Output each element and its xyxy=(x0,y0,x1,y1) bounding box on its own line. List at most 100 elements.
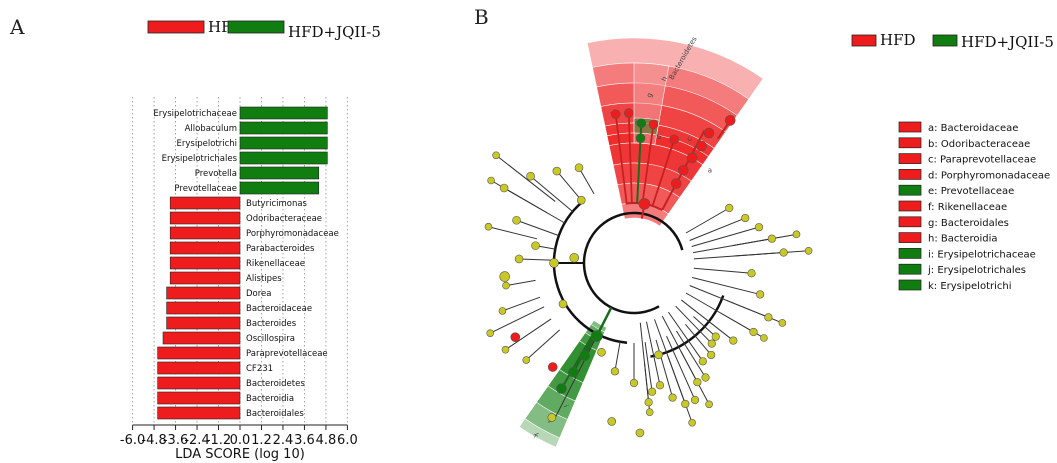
legend-b-jqii-label: HFD+JQII-5 xyxy=(961,33,1054,51)
clade-node xyxy=(576,195,586,205)
lda-bar xyxy=(166,316,241,330)
branch-ray xyxy=(614,114,628,204)
x-tick-label: 6.0 xyxy=(337,433,358,448)
clade-key: a: Bacteroidaceae b: Odoribacteraceae c: P… xyxy=(898,121,1050,292)
clade-node xyxy=(747,269,756,278)
branch-ray xyxy=(675,305,713,344)
branch-ray xyxy=(554,335,598,420)
clade-node xyxy=(778,319,787,327)
clade-node xyxy=(696,140,707,152)
lda-bars: Erysipelotrichaceae Allobaculum Erysipelot… xyxy=(153,106,339,420)
clade-node xyxy=(492,151,500,160)
clade-node xyxy=(556,383,567,394)
clade-node xyxy=(756,290,765,299)
lda-bar-label: Odoribacteraceae xyxy=(246,214,322,224)
clade-key-swatch xyxy=(898,279,922,291)
clade-node xyxy=(568,367,579,378)
panel-a-legend: HFD HFD+JQII-5 xyxy=(147,18,381,41)
clade-node xyxy=(741,213,750,223)
clade-node xyxy=(502,281,510,290)
legend-jqii-label: HFD+JQII-5 xyxy=(288,23,381,41)
panel-b-legend: HFD HFD+JQII-5 xyxy=(851,31,1054,51)
clade-node xyxy=(648,119,659,130)
clade-key-swatch xyxy=(898,153,922,164)
branch-ray xyxy=(627,113,633,204)
x-tick-label: -4.8 xyxy=(141,433,166,448)
lda-bar xyxy=(239,166,320,180)
clade-node xyxy=(670,178,682,189)
clade-node xyxy=(707,339,716,348)
branch-ray xyxy=(525,329,561,361)
clade-node xyxy=(669,134,679,145)
ring-label: a xyxy=(708,167,712,175)
lda-bar-label: Erysipelotrichales xyxy=(162,154,238,164)
clade-key-swatch xyxy=(898,137,922,149)
branch-ray xyxy=(689,217,746,241)
clade-node xyxy=(487,176,495,185)
clade-key-label: f: Rikenellaceae xyxy=(928,202,1007,213)
lda-bar-label: Bacteroidia xyxy=(246,394,294,404)
lda-bar-label: Allobaculum xyxy=(185,124,237,134)
branch-ray xyxy=(519,258,555,261)
clade-node xyxy=(681,399,690,409)
branch-ray xyxy=(680,299,734,341)
clade-node xyxy=(579,350,591,362)
branch-ray xyxy=(495,154,556,202)
branch-ray xyxy=(655,339,674,398)
cladogram: Bacteroideteshgcbafedijk xyxy=(484,35,813,448)
lda-bar xyxy=(169,226,241,240)
lda-x-axis: -6.0-4.8-3.6-2.4-1.20.0 1.2 2.4 3.6 4.8 6.0 xyxy=(120,424,358,448)
clade-node xyxy=(725,203,734,213)
lda-bar xyxy=(239,181,320,195)
lda-bar xyxy=(169,241,241,255)
lda-bar-label: Oscillospira xyxy=(246,334,295,344)
clade-key-label: i: Erysipelotrichaceae xyxy=(928,249,1036,260)
branch-ray xyxy=(726,299,783,324)
clade-node xyxy=(636,118,647,128)
legend-b-jqii-swatch xyxy=(932,34,958,47)
lda-bar-label: Bacteroidaceae xyxy=(246,304,312,314)
branch-ray xyxy=(651,139,676,207)
x-tick-label: -3.6 xyxy=(163,433,188,448)
lda-bar-label: Dorea xyxy=(246,289,272,299)
panel-b-letter: B xyxy=(474,5,489,29)
clade-branches xyxy=(488,113,809,423)
clade-key-label: k: Erysipelotrichi xyxy=(928,281,1012,292)
branch-ray xyxy=(490,180,548,214)
branch-ray xyxy=(641,124,655,204)
clade-node xyxy=(558,299,568,309)
clade-key-swatch xyxy=(898,248,922,259)
clade-node xyxy=(804,246,813,255)
lda-bar xyxy=(169,271,241,285)
lda-bar xyxy=(166,286,241,300)
clade-key-label: g: Bacteroidales xyxy=(928,218,1009,229)
lda-bar-label: Prevotellaceae xyxy=(174,184,237,194)
branch-ray xyxy=(488,226,538,240)
clade-node xyxy=(729,336,738,345)
lda-bar xyxy=(157,346,241,360)
lda-bar-label: Porphyromonadaceae xyxy=(246,229,339,239)
lda-bar-label: Alistipes xyxy=(246,274,282,284)
lda-bar-label: Bacteroidales xyxy=(246,409,304,419)
branch-ray xyxy=(644,342,653,392)
clade-node xyxy=(792,230,801,239)
x-tick-label: 0.0 xyxy=(230,433,251,448)
lda-bar-label: CF231 xyxy=(246,364,273,374)
clade-node xyxy=(754,223,764,232)
lda-bar-label: Bacteroidetes xyxy=(246,379,305,389)
clade-nodes xyxy=(484,108,813,438)
lda-bar-label: Butyricimonas xyxy=(246,199,308,209)
clade-node xyxy=(767,234,776,243)
clade-key-label: j: Erysipelotrichales xyxy=(927,265,1026,276)
clade-node xyxy=(569,252,580,263)
clade-key-swatch xyxy=(898,263,922,275)
bacteroidetes-highlight xyxy=(600,102,727,198)
branch-ray xyxy=(685,207,730,234)
lda-bar xyxy=(157,376,241,390)
ring-label: k xyxy=(531,432,540,439)
legend-b-hfd-label: HFD xyxy=(880,31,916,49)
ring-label: c xyxy=(685,136,694,142)
clade-node xyxy=(498,307,507,315)
clade-node xyxy=(698,357,707,366)
clade-node xyxy=(501,345,510,354)
